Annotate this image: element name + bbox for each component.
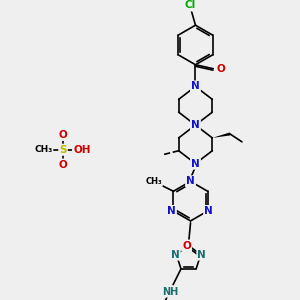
Text: CH₃: CH₃ <box>34 145 52 154</box>
Text: O: O <box>58 160 68 170</box>
Text: O: O <box>182 241 191 250</box>
Text: O: O <box>217 64 226 74</box>
Text: OH: OH <box>73 145 91 155</box>
Text: O: O <box>58 130 68 140</box>
Text: N: N <box>167 206 176 216</box>
Text: N: N <box>191 82 200 92</box>
Text: Cl: Cl <box>185 0 196 11</box>
Polygon shape <box>212 133 230 138</box>
Text: NH: NH <box>162 286 178 297</box>
Text: N: N <box>171 250 180 260</box>
Text: N: N <box>186 176 195 186</box>
Text: N: N <box>204 206 213 216</box>
Text: CH₃: CH₃ <box>145 177 162 186</box>
Text: N: N <box>197 250 206 260</box>
Text: N: N <box>191 120 200 130</box>
Text: N: N <box>191 159 200 169</box>
Text: S: S <box>59 145 67 155</box>
